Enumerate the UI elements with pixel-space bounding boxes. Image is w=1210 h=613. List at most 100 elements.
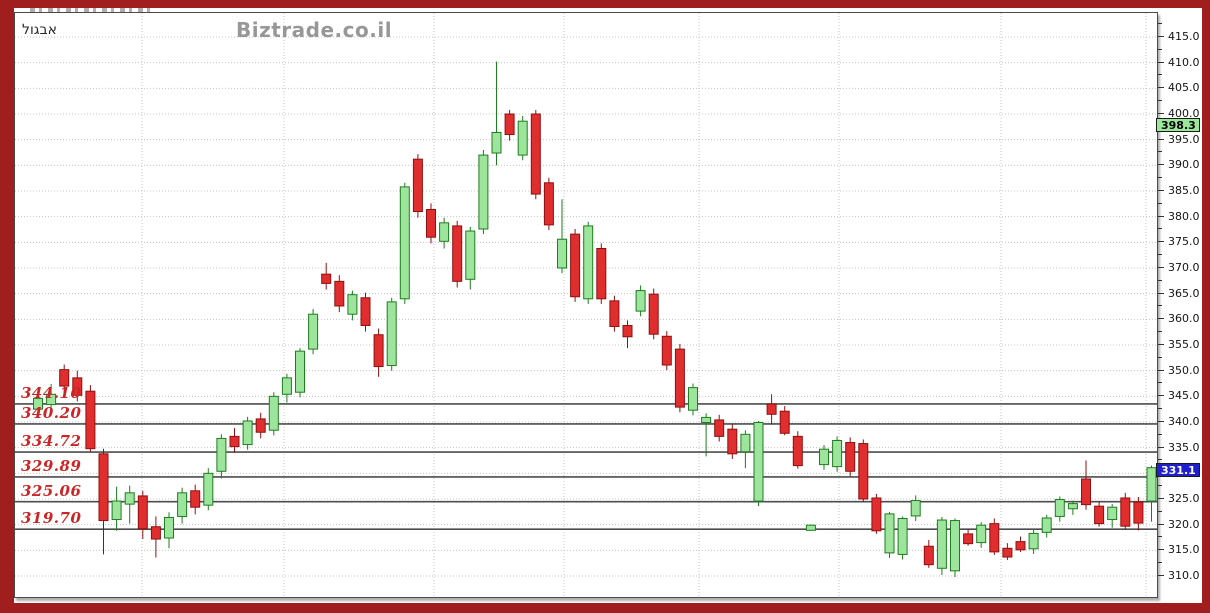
axis-tick-major <box>1158 36 1164 37</box>
candle-up <box>347 294 358 315</box>
candle-down <box>858 443 869 500</box>
axis-tick-major <box>1158 420 1164 422</box>
candle-up <box>177 492 188 517</box>
axis-tick-minor <box>1158 562 1162 564</box>
axis-tick-major <box>1158 369 1164 371</box>
candle-up <box>950 520 960 572</box>
candle-down <box>963 533 974 545</box>
axis-tick-label: 370.0 <box>1168 260 1200 274</box>
axis-tick-major <box>1158 395 1164 397</box>
candle-up <box>1054 499 1065 517</box>
level-label: 329.89 <box>21 456 82 475</box>
candle-down <box>1133 501 1144 524</box>
candle-up <box>583 225 594 300</box>
candle-down <box>137 495 148 530</box>
candle-up <box>386 301 397 367</box>
candle-down <box>622 324 633 338</box>
candle-down <box>190 490 201 508</box>
axis-tick-minor <box>1158 485 1162 487</box>
axis-tick-label: 345.0 <box>1168 389 1200 403</box>
axis-tick-minor <box>1158 23 1162 25</box>
candle-up <box>46 393 57 406</box>
axis-tick-label: 320.0 <box>1168 517 1200 531</box>
candle-down <box>1015 541 1026 551</box>
axis-tick-minor <box>1158 433 1162 435</box>
axis-tick-minor <box>1158 177 1162 179</box>
axis-tick-minor <box>1158 254 1162 256</box>
axis-tick-major <box>1158 112 1164 114</box>
candle-up <box>701 416 712 424</box>
candle-down <box>1120 497 1131 527</box>
axis-tick-major <box>1158 292 1164 294</box>
level-label: 344.10 <box>21 383 82 402</box>
candle-up <box>164 516 174 539</box>
axis-tick-major <box>1158 138 1164 140</box>
axis-tick-major <box>1158 189 1164 191</box>
candle-down <box>923 545 934 566</box>
candle-up <box>688 387 698 411</box>
candle-down <box>661 335 672 366</box>
candle-down <box>727 428 738 455</box>
candle-up <box>33 397 43 410</box>
level-label: 319.70 <box>21 509 82 528</box>
axis-tick-minor <box>1158 48 1162 50</box>
axis-tick-label: 405.0 <box>1168 81 1200 95</box>
candle-up <box>517 120 528 156</box>
candle-down <box>321 273 332 284</box>
axis-tick-minor <box>1158 279 1162 281</box>
candle-up <box>491 131 502 154</box>
candle-down <box>596 247 607 300</box>
candle-down <box>360 297 371 326</box>
axis-tick-label: 390.0 <box>1168 158 1200 172</box>
axis-tick-label: 350.0 <box>1168 363 1200 377</box>
chart-content: אבגול Biztrade.co.il 344.10 340.20 334.72 3… <box>14 8 1202 603</box>
candle-up <box>1107 506 1118 521</box>
candle-up <box>295 350 305 393</box>
candle-down <box>85 390 96 450</box>
candle-down <box>150 526 161 540</box>
axis-tick-major <box>1158 497 1164 499</box>
axis-tick-label: 310.0 <box>1168 568 1200 582</box>
candle-up <box>203 472 214 506</box>
candle-up <box>242 420 253 446</box>
axis-tick-label: 365.0 <box>1168 286 1200 300</box>
candle-down <box>792 435 803 467</box>
candle-down <box>229 435 240 448</box>
axis-tick-minor <box>1158 459 1162 461</box>
axis-tick-minor <box>1158 228 1162 230</box>
candle-down <box>871 497 882 532</box>
clipped-text-fragment <box>30 8 150 13</box>
candle-up <box>1067 503 1078 510</box>
axis-tick-minor <box>1158 151 1162 153</box>
candle-up <box>399 186 410 300</box>
candle-down <box>845 442 856 472</box>
level-label: 325.06 <box>21 481 82 500</box>
axis-tick-minor <box>1158 382 1162 384</box>
candle-up <box>1146 467 1157 502</box>
candle-up <box>281 377 292 395</box>
candle-up <box>308 313 319 350</box>
candle-down <box>373 334 384 368</box>
candle-down <box>98 453 109 522</box>
axis-tick-label: 385.0 <box>1168 183 1200 197</box>
symbol-title: אבגול <box>22 22 57 38</box>
level-label: 334.72 <box>21 432 82 451</box>
candle-up <box>753 422 764 502</box>
candle-up <box>819 448 829 466</box>
axis-tick-minor <box>1158 510 1162 512</box>
axis-tick-major <box>1158 266 1164 268</box>
candle-down <box>674 348 685 408</box>
axis-tick-label: 340.0 <box>1168 414 1200 428</box>
candle-down <box>1081 478 1091 506</box>
candle-down <box>989 523 1000 553</box>
candle-down <box>504 113 515 136</box>
axis-tick-label: 335.0 <box>1168 440 1200 454</box>
candle-up <box>439 222 450 242</box>
candle-down <box>452 225 463 282</box>
candle-up <box>884 513 895 554</box>
candle-up <box>268 395 279 431</box>
candle-down <box>72 377 83 396</box>
axis-tick-major <box>1158 241 1164 243</box>
candle-down <box>1002 547 1013 558</box>
candle-up <box>111 500 122 521</box>
